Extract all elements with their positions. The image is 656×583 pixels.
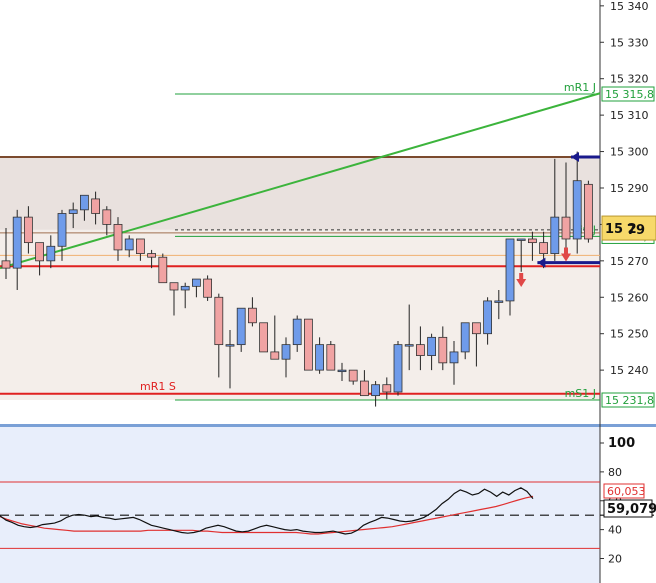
candle-body (12, 216, 22, 269)
candle-body (23, 216, 33, 244)
price-tick-label: 15 310 (610, 109, 649, 122)
candle-body (460, 322, 470, 353)
candle-body (584, 183, 593, 240)
candle-body (438, 336, 448, 364)
candle-body (147, 253, 157, 258)
candle-body (169, 282, 179, 291)
osc-tick-label: 80 (608, 466, 622, 479)
oscillator-panel-bg (0, 427, 600, 583)
candle-body (516, 238, 526, 241)
price-tag-suffix: 79 (627, 223, 645, 238)
candle-body (124, 238, 134, 251)
candle-body (427, 336, 437, 356)
osc-tick-label: 40 (608, 524, 622, 537)
price-tick-label: 15 300 (610, 146, 649, 159)
candle-body (382, 384, 392, 393)
candle-body (191, 278, 201, 287)
price-tick-label: 15 250 (610, 328, 649, 341)
level-label: mS1 J (565, 387, 596, 400)
candle-body (393, 344, 403, 393)
candle-body (259, 322, 269, 353)
resistance-zone (0, 157, 600, 230)
candle-body (203, 278, 213, 298)
candle-body (348, 369, 358, 382)
price-tick-label: 15 340 (610, 0, 649, 13)
candle-body (561, 216, 571, 240)
candle-body (57, 213, 67, 247)
candle-body (572, 180, 582, 240)
candle-body (326, 344, 336, 371)
osc-tag-box-red (603, 483, 645, 499)
zone-label: mR1 S (140, 380, 176, 393)
candle-body (102, 209, 112, 225)
candle-body (236, 307, 246, 346)
marker-arrow-icon (537, 257, 546, 268)
marker-arrow-icon (571, 152, 579, 163)
candle-body (494, 300, 504, 303)
candle-body (225, 344, 235, 347)
price-tag-prefix: 15 2 (605, 222, 637, 237)
trend-line (0, 92, 601, 270)
candle-body (415, 344, 425, 356)
candle-body (292, 318, 302, 346)
candle-body (337, 369, 347, 373)
candle-body (449, 351, 459, 364)
level-tag-text: 15 315,8 (605, 88, 654, 101)
panel-divider (0, 424, 656, 427)
candle-body (371, 384, 381, 397)
candle-body (471, 322, 481, 335)
price-tick-label: 15 270 (610, 255, 649, 268)
level-tag-box (601, 86, 655, 102)
candle-body (158, 256, 168, 284)
price-tag-box (601, 215, 656, 241)
candle-body (505, 238, 515, 302)
candle-body (1, 260, 11, 269)
candle-body (214, 296, 224, 346)
candle-body (281, 344, 291, 360)
price-tick-label: 15 290 (610, 182, 649, 195)
price-tick-label: 15 320 (610, 73, 649, 86)
candle-body (270, 351, 280, 360)
candle-body (247, 307, 257, 324)
osc-tick-label: 100 (608, 436, 635, 451)
price-tick-label: 15 260 (610, 291, 649, 304)
price-tick-label: 15 330 (610, 36, 649, 49)
candle-body (539, 242, 548, 254)
osc-tag-red: 60,053 (607, 485, 646, 498)
candle-body (80, 194, 89, 211)
candle-body (483, 300, 493, 335)
candle-body (528, 238, 537, 244)
sell-arrow-icon (516, 273, 527, 288)
candle-body (303, 318, 313, 371)
candle-body (359, 380, 369, 397)
osc-tick-label: 20 (608, 553, 622, 566)
candle-body (35, 242, 44, 262)
osc-tag-black: 59,079 (607, 502, 656, 517)
sell-arrow-icon (561, 247, 571, 262)
candle-body (404, 344, 414, 347)
candle-body (550, 216, 560, 254)
osc-fast-line (0, 487, 534, 535)
osc-tag-box-black (603, 499, 653, 518)
candle-body (91, 198, 100, 214)
osc-slow-line (0, 495, 534, 535)
candle-body (135, 238, 145, 254)
candle-body (180, 285, 190, 291)
level-tag-box (601, 392, 655, 408)
candle-body (113, 224, 123, 251)
candle-body (46, 245, 56, 262)
level-tag-text: 15 231,8 (605, 394, 654, 407)
candle-body (68, 209, 78, 214)
candle-body (315, 344, 325, 371)
price-tick-label: 15 240 (610, 364, 649, 377)
level-label: mR1 J (564, 81, 596, 94)
